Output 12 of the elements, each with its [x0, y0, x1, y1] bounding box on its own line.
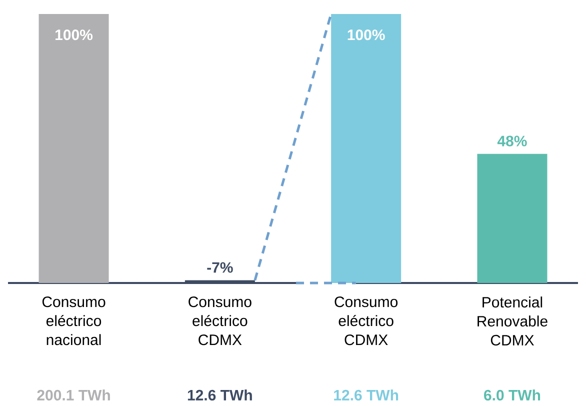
text: 12.6 TWh	[334, 389, 398, 400]
data-label: 100%	[56, 30, 93, 40]
text: 200.1 TWh	[37, 389, 110, 400]
x-tick-label: Potencial Renovable CDMX	[478, 296, 548, 346]
annotation: -7%	[207, 262, 233, 273]
text: 6.0 TWh	[484, 389, 540, 400]
x-tick-label: Consumo eléctrico CDMX	[334, 296, 398, 346]
data-label: 48%	[497, 136, 527, 146]
data-label: 100%	[348, 30, 385, 40]
x-tick-label: Consumo eléctrico nacional	[42, 296, 106, 346]
x-tick-label: Consumo eléctrico CDMX	[188, 296, 252, 346]
text: 12.6 TWh	[188, 389, 252, 400]
